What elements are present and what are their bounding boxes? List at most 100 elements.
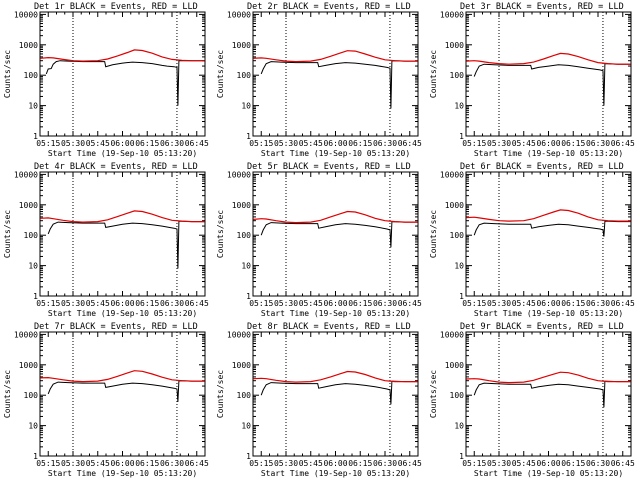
y-tick-label: 1 bbox=[459, 292, 464, 301]
plot-frame bbox=[252, 331, 419, 457]
y-tick-label: 1000 bbox=[445, 361, 464, 370]
plot-frame bbox=[39, 11, 206, 137]
plot-frame bbox=[465, 11, 632, 137]
y-tick-label: 10000 bbox=[227, 10, 251, 19]
y-tick-label: 100 bbox=[24, 71, 39, 80]
events-series-line bbox=[47, 380, 205, 402]
y-tick-label: 1000 bbox=[232, 201, 251, 210]
y-tick-label: 100 bbox=[237, 231, 252, 240]
x-axis-label: Start Time (19-Sep-10 05:13:20) bbox=[474, 469, 623, 478]
x-tick-label: 06:15 bbox=[348, 459, 372, 468]
x-tick-label: 06:45 bbox=[185, 459, 209, 468]
x-tick-label: 06:30 bbox=[586, 299, 610, 308]
x-tick-label: 05:15 bbox=[36, 459, 60, 468]
y-tick-label: 1 bbox=[459, 452, 464, 461]
y-tick-label: 1000 bbox=[232, 361, 251, 370]
x-tick-label: 06:45 bbox=[398, 299, 422, 308]
y-axis-label: Counts/sec bbox=[429, 210, 438, 258]
x-tick-label: 05:45 bbox=[512, 299, 536, 308]
y-axis-label: Counts/sec bbox=[216, 210, 225, 258]
x-tick-label: 06:45 bbox=[185, 139, 209, 148]
x-tick-label: 06:30 bbox=[373, 139, 397, 148]
events-series-line bbox=[473, 220, 631, 237]
x-tick-label: 05:15 bbox=[462, 299, 486, 308]
lld-series-line bbox=[466, 52, 631, 65]
y-tick-label: 10000 bbox=[14, 170, 38, 179]
x-tick-label: 05:45 bbox=[299, 299, 323, 308]
x-tick-label: 05:15 bbox=[462, 139, 486, 148]
panel-title: Det 9r BLACK = Events, RED = LLD bbox=[460, 322, 624, 332]
x-tick-label: 05:15 bbox=[36, 299, 60, 308]
x-tick-label: 06:15 bbox=[135, 299, 159, 308]
x-tick-label: 05:30 bbox=[274, 139, 298, 148]
x-tick-label: 06:45 bbox=[398, 459, 422, 468]
y-tick-label: 1 bbox=[246, 292, 251, 301]
y-tick-label: 1000 bbox=[445, 41, 464, 50]
x-tick-label: 06:00 bbox=[536, 459, 560, 468]
events-series-line bbox=[260, 60, 418, 109]
x-tick-label: 05:30 bbox=[487, 139, 511, 148]
y-axis-label: Counts/sec bbox=[429, 370, 438, 418]
y-tick-label: 10000 bbox=[440, 330, 464, 339]
y-tick-label: 1 bbox=[33, 132, 38, 141]
y-tick-label: 1 bbox=[33, 452, 38, 461]
x-tick-label: 06:15 bbox=[135, 459, 159, 468]
events-series-line bbox=[45, 60, 205, 106]
y-tick-label: 1000 bbox=[232, 41, 251, 50]
x-tick-label: 06:45 bbox=[185, 299, 209, 308]
x-axis-label: Start Time (19-Sep-10 05:13:20) bbox=[48, 309, 197, 318]
panel-1: Det 1r BLACK = Events, RED = LLD 1 10 100 10… bbox=[3, 2, 209, 158]
y-tick-label: 10 bbox=[454, 102, 464, 111]
x-tick-label: 05:15 bbox=[249, 299, 273, 308]
y-tick-label: 1000 bbox=[19, 41, 38, 50]
x-tick-label: 06:15 bbox=[561, 459, 585, 468]
x-tick-label: 06:30 bbox=[373, 459, 397, 468]
x-tick-label: 06:30 bbox=[586, 459, 610, 468]
events-series-line bbox=[473, 63, 631, 106]
x-tick-label: 05:30 bbox=[61, 459, 85, 468]
x-axis-label: Start Time (19-Sep-10 05:13:20) bbox=[474, 309, 623, 318]
x-tick-label: 06:15 bbox=[348, 299, 372, 308]
plot-frame bbox=[465, 171, 632, 297]
y-tick-label: 1 bbox=[246, 452, 251, 461]
y-tick-label: 10 bbox=[241, 262, 251, 271]
x-axis-label: Start Time (19-Sep-10 05:13:20) bbox=[48, 469, 197, 478]
lld-series-line bbox=[466, 209, 631, 222]
y-tick-label: 10000 bbox=[14, 330, 38, 339]
y-tick-label: 10 bbox=[28, 422, 38, 431]
lld-series-line bbox=[40, 210, 205, 223]
x-tick-label: 05:15 bbox=[462, 459, 486, 468]
y-tick-label: 10000 bbox=[440, 170, 464, 179]
y-tick-label: 1 bbox=[459, 132, 464, 141]
y-tick-label: 10 bbox=[454, 422, 464, 431]
plot-frame bbox=[252, 171, 419, 297]
x-axis-label: Start Time (19-Sep-10 05:13:20) bbox=[474, 149, 623, 158]
x-axis-label: Start Time (19-Sep-10 05:13:20) bbox=[261, 149, 410, 158]
plot-frame bbox=[39, 331, 206, 457]
y-axis-label: Counts/sec bbox=[216, 370, 225, 418]
x-tick-label: 06:00 bbox=[110, 139, 134, 148]
lld-series-line bbox=[253, 50, 418, 63]
x-tick-label: 05:30 bbox=[487, 459, 511, 468]
panel-7: Det 7r BLACK = Events, RED = LLD 1 10 100 10… bbox=[3, 322, 209, 478]
y-axis-label: Counts/sec bbox=[429, 50, 438, 98]
x-tick-label: 06:00 bbox=[536, 139, 560, 148]
x-tick-label: 05:45 bbox=[86, 299, 110, 308]
y-tick-label: 100 bbox=[237, 391, 252, 400]
y-tick-label: 1 bbox=[33, 292, 38, 301]
x-tick-label: 06:00 bbox=[323, 139, 347, 148]
y-tick-label: 10000 bbox=[227, 330, 251, 339]
x-axis-label: Start Time (19-Sep-10 05:13:20) bbox=[48, 149, 197, 158]
y-tick-label: 100 bbox=[450, 71, 465, 80]
x-tick-label: 05:45 bbox=[299, 139, 323, 148]
panel-title: Det 3r BLACK = Events, RED = LLD bbox=[460, 2, 624, 12]
x-axis-label: Start Time (19-Sep-10 05:13:20) bbox=[261, 309, 410, 318]
panel-title: Det 5r BLACK = Events, RED = LLD bbox=[247, 162, 411, 172]
x-tick-label: 05:45 bbox=[86, 139, 110, 148]
events-series-line bbox=[47, 220, 205, 269]
x-tick-label: 05:45 bbox=[299, 459, 323, 468]
y-tick-label: 100 bbox=[450, 391, 465, 400]
x-axis-label: Start Time (19-Sep-10 05:13:20) bbox=[261, 469, 410, 478]
plot-frame bbox=[39, 171, 206, 297]
